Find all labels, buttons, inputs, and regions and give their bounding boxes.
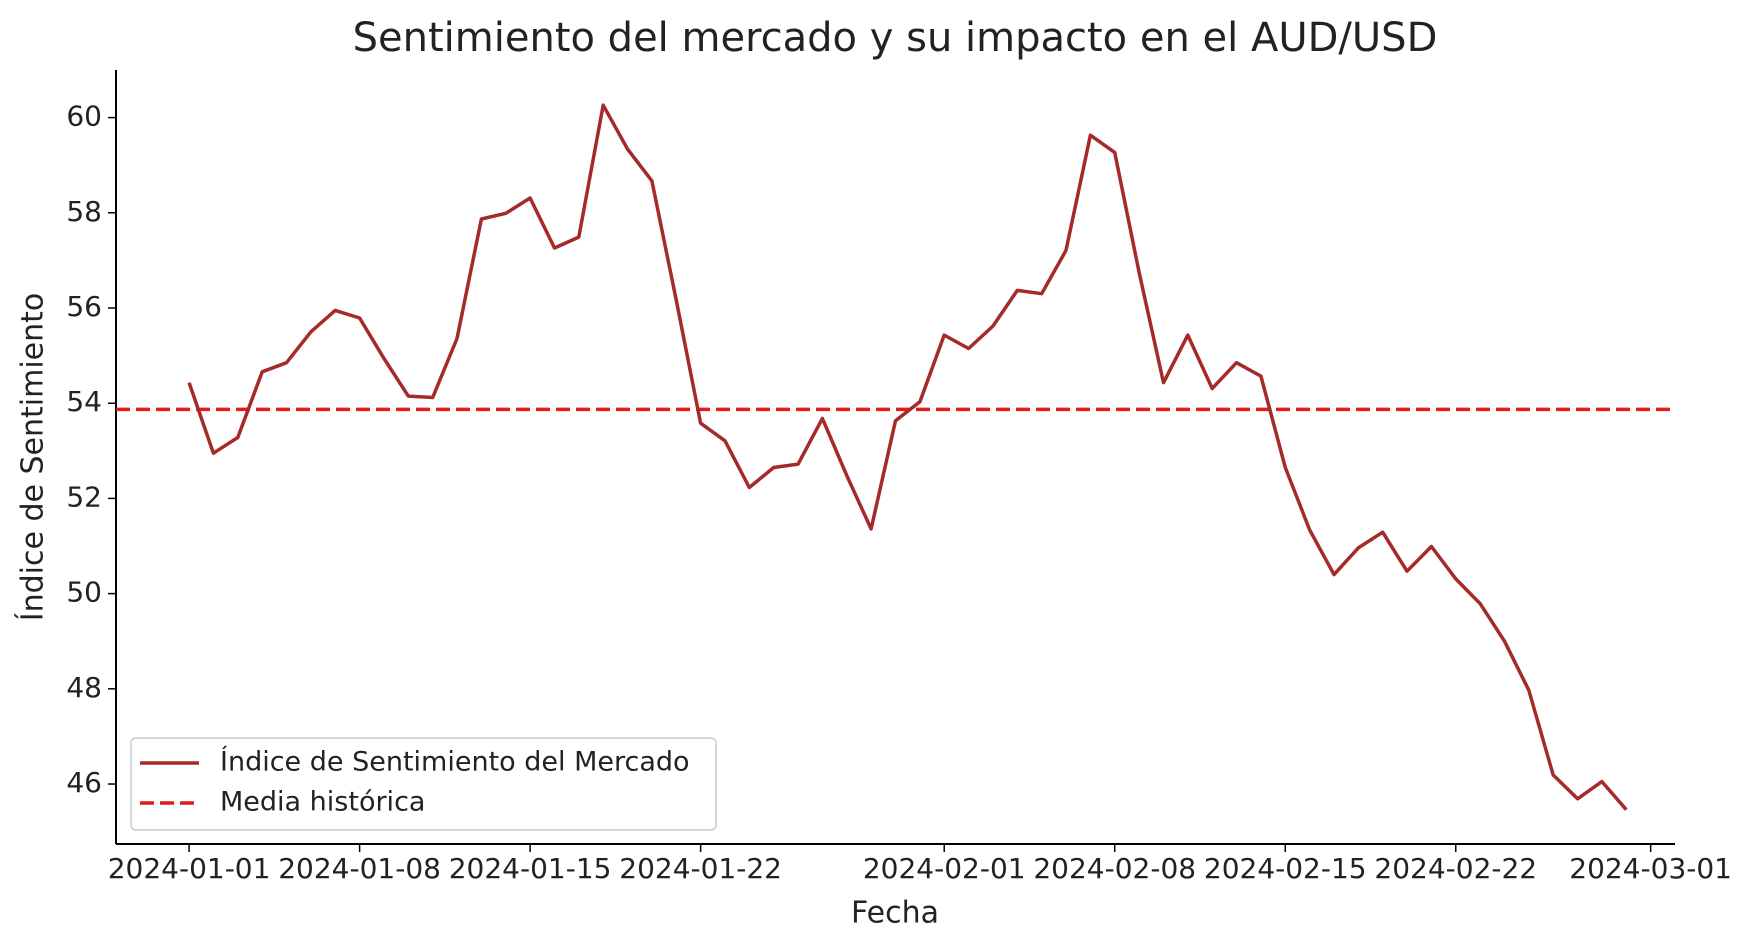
x-tick-label: 2024-02-22 [1374,852,1537,885]
legend-label: Media histórica [220,787,425,818]
x-tick-label: 2024-02-15 [1204,852,1367,885]
y-tick-label: 56 [66,290,102,323]
y-tick-label: 48 [66,671,102,704]
chart-title: Sentimiento del mercado y su impacto en … [353,15,1438,61]
x-tick-label: 2024-01-15 [449,852,612,885]
x-tick-label: 2024-02-08 [1033,852,1196,885]
x-tick-label: 2024-03-01 [1569,852,1732,885]
y-axis-label: Índice de Sentimiento [15,293,51,622]
y-tick-label: 58 [66,195,102,228]
x-tick-label: 2024-01-22 [619,852,782,885]
series-line [187,103,1628,811]
y-tick-label: 52 [66,480,102,513]
legend: Índice de Sentimiento del Mercado Media h… [130,737,717,831]
x-axis-label: Fecha [851,896,939,931]
y-tick-label: 54 [66,385,102,418]
x-tick-label: 2024-02-01 [863,852,1026,885]
legend-box [130,737,717,831]
y-tick-label: 46 [66,766,102,799]
x-tick-label: 2024-01-08 [278,852,441,885]
x-tick-label: 2024-01-01 [108,852,271,885]
legend-label: Índice de Sentimiento del Mercado [220,746,690,778]
y-tick-label: 60 [66,100,102,133]
y-tick-label: 50 [66,576,102,609]
